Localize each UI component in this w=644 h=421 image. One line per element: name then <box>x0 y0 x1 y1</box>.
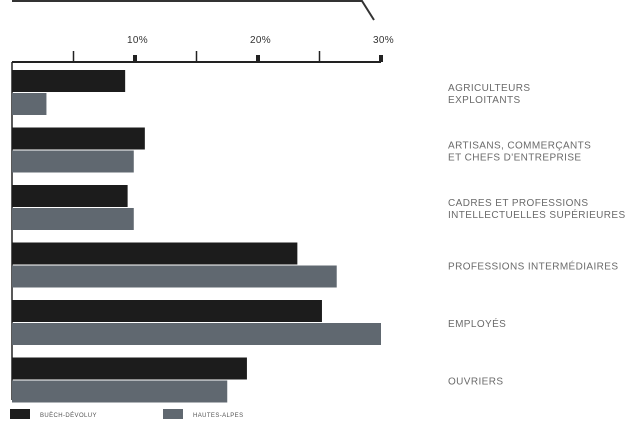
category-label: PROFESSIONS INTERMÉDIAIRES <box>448 260 618 273</box>
bars <box>12 70 381 403</box>
category-label: EMPLOYÉS <box>448 317 506 330</box>
category-label: ET CHEFS D'ENTREPRISE <box>448 153 581 164</box>
category-label: ARTISANS, COMMERÇANTS <box>448 141 591 152</box>
bar <box>12 70 126 92</box>
legend-swatch <box>163 409 183 419</box>
bar <box>12 357 247 380</box>
legend: BUËCH-DÉVOLUY HAUTES-ALPES <box>10 409 243 419</box>
category-label: INTELLECTUELLES SUPÉRIEURES <box>448 208 626 221</box>
category-label: CADRES ET PROFESSIONS <box>448 198 588 209</box>
tick-label: 30% <box>373 35 394 46</box>
legend-label: BUËCH-DÉVOLUY <box>40 412 97 419</box>
category-label: AGRICULTEURS <box>448 83 530 94</box>
bar <box>12 242 298 265</box>
bar <box>12 185 128 207</box>
x-axis-tick-labels: 10% 20% 30% <box>127 35 394 46</box>
bar <box>12 150 134 173</box>
legend-label: HAUTES-ALPES <box>193 413 243 419</box>
bar <box>12 93 47 115</box>
bar <box>12 323 381 345</box>
bar <box>12 265 337 288</box>
legend-swatch <box>10 409 30 419</box>
bar <box>12 127 145 150</box>
bar <box>12 380 228 403</box>
category-label: EXPLOITANTS <box>448 95 521 106</box>
bar <box>12 208 134 230</box>
top-bracket-line <box>12 0 375 21</box>
tick-label: 20% <box>250 35 271 46</box>
x-axis-ticks <box>72 51 383 62</box>
tick-label: 10% <box>127 35 148 46</box>
bar <box>12 300 322 322</box>
category-label: OUVRIERS <box>448 377 503 388</box>
